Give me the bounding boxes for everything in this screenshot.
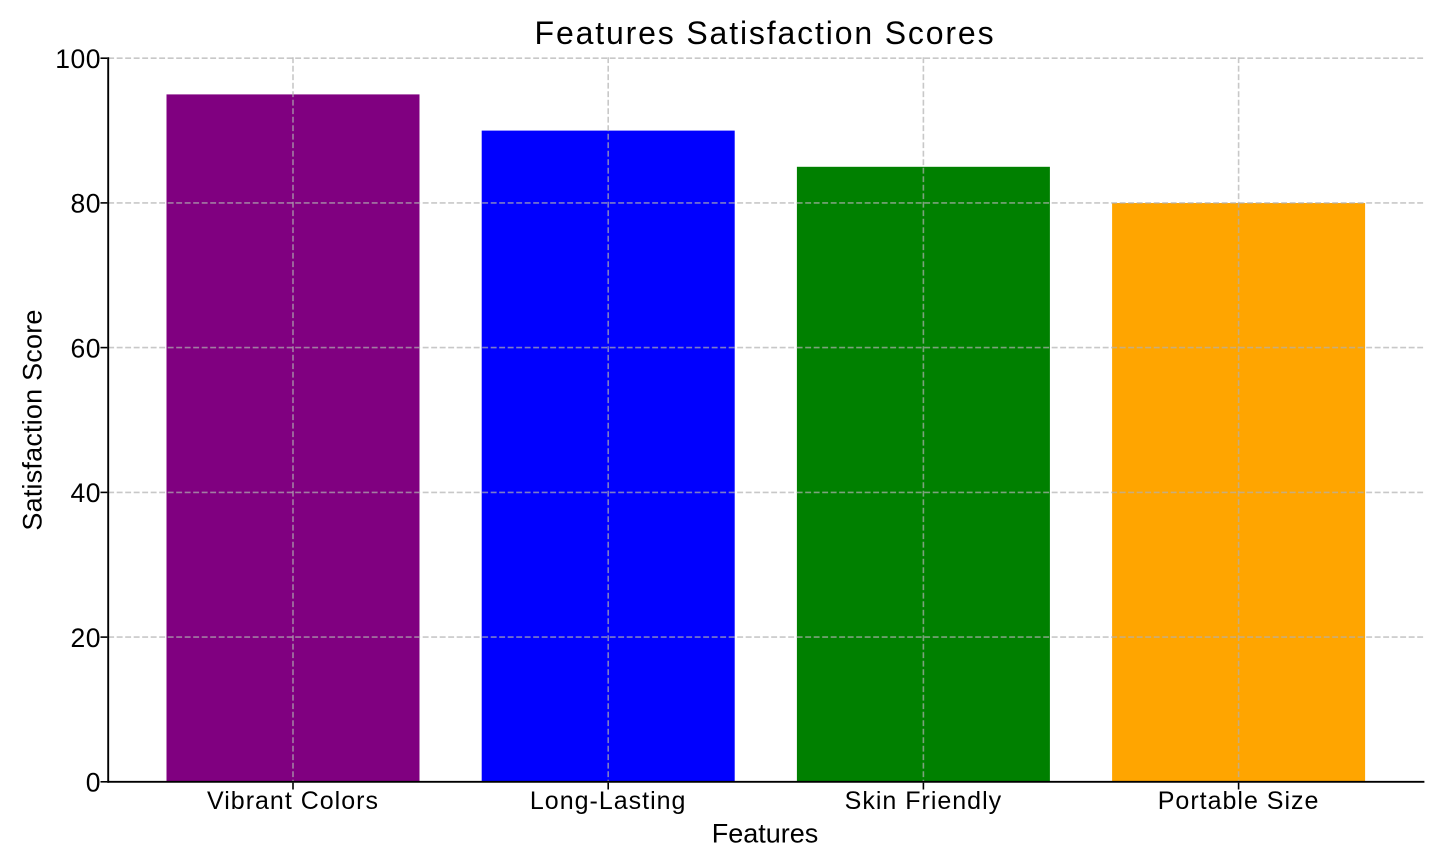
svg-text:20: 20 [71, 623, 101, 653]
svg-text:Vibrant Colors: Vibrant Colors [207, 787, 379, 815]
svg-text:0: 0 [86, 768, 101, 798]
svg-text:40: 40 [71, 478, 101, 508]
svg-text:Long-Lasting: Long-Lasting [530, 787, 687, 815]
svg-text:Skin Friendly: Skin Friendly [845, 787, 1003, 815]
svg-text:Portable Size: Portable Size [1158, 787, 1320, 815]
svg-text:60: 60 [71, 333, 101, 363]
svg-text:80: 80 [71, 189, 101, 219]
svg-text:Features: Features [712, 819, 819, 849]
svg-text:100: 100 [55, 44, 101, 74]
svg-text:Features Satisfaction Scores: Features Satisfaction Scores [535, 15, 996, 51]
svg-text:Satisfaction Score: Satisfaction Score [18, 309, 48, 530]
